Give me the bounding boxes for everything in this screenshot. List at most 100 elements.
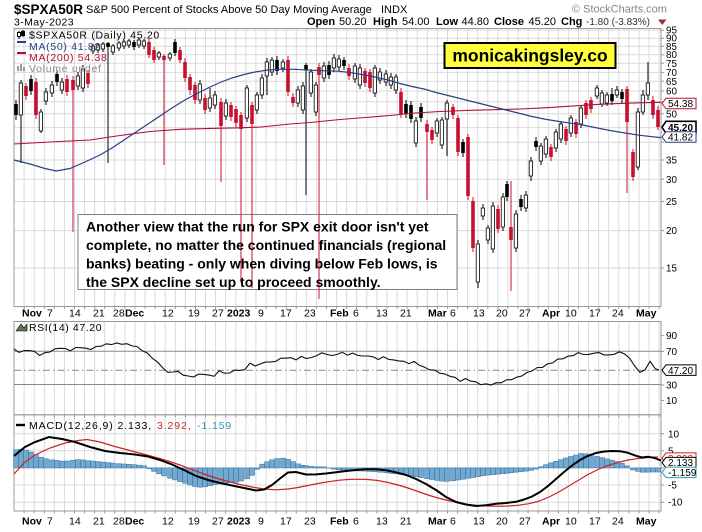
svg-text:19: 19 [188, 308, 200, 320]
svg-text:13: 13 [376, 516, 388, 528]
svg-text:May: May [636, 516, 657, 528]
svg-text:15: 15 [666, 264, 677, 275]
svg-text:Dec: Dec [125, 516, 144, 528]
svg-text:65: 65 [666, 77, 677, 88]
svg-text:6: 6 [353, 308, 359, 320]
svg-text:7: 7 [47, 516, 53, 528]
svg-text:9: 9 [258, 516, 264, 528]
svg-text:25: 25 [666, 197, 677, 208]
svg-text:50: 50 [666, 109, 677, 120]
svg-text:17: 17 [589, 516, 601, 528]
svg-text:5: 5 [668, 446, 674, 457]
svg-text:-5: -5 [668, 481, 677, 492]
svg-text:21: 21 [400, 516, 412, 528]
svg-text:17: 17 [280, 308, 292, 320]
svg-text:3.292,: 3.292, [157, 420, 192, 432]
svg-text:MA(50) 41.82: MA(50) 41.82 [29, 41, 101, 53]
svg-text:20: 20 [496, 308, 508, 320]
svg-text:13: 13 [473, 516, 485, 528]
svg-text:2023: 2023 [227, 516, 251, 528]
svg-text:RSI(14) 47.20: RSI(14) 47.20 [29, 322, 102, 334]
svg-text:-10: -10 [668, 498, 683, 509]
svg-text:the SPX decline set up to proc: the SPX decline set up to proceed smooth… [86, 274, 381, 290]
svg-text:27: 27 [212, 308, 224, 320]
svg-text:May: May [636, 308, 657, 320]
svg-text:19: 19 [188, 516, 200, 528]
svg-text:30: 30 [666, 381, 678, 392]
svg-text:© StockCharts.com: © StockCharts.com [572, 4, 667, 16]
svg-text:Volume undef: Volume undef [29, 63, 102, 75]
svg-text:12: 12 [162, 516, 174, 528]
svg-text:12: 12 [162, 308, 174, 320]
svg-text:28: 28 [113, 308, 125, 320]
svg-text:13: 13 [376, 308, 388, 320]
svg-text:banks) beating - only when div: banks) beating - only when diving below … [86, 256, 438, 272]
svg-text:10: 10 [565, 516, 577, 528]
svg-text:Nov: Nov [22, 516, 42, 528]
svg-text:14: 14 [69, 516, 81, 528]
svg-text:Another view that the run for: Another view that the run for SPX exit d… [86, 219, 429, 235]
svg-text:21: 21 [93, 308, 105, 320]
svg-text:MA(200) 54.38: MA(200) 54.38 [29, 52, 108, 64]
svg-text:54.38: 54.38 [668, 99, 693, 110]
svg-text:Open: Open [307, 16, 335, 28]
svg-text:-1.159: -1.159 [197, 420, 232, 432]
svg-text:23: 23 [304, 308, 316, 320]
svg-text:9: 9 [258, 308, 264, 320]
svg-text:27: 27 [519, 308, 531, 320]
svg-text:10: 10 [668, 429, 680, 440]
svg-text:45.20: 45.20 [668, 123, 693, 134]
svg-text:30: 30 [666, 175, 677, 186]
svg-text:Feb: Feb [330, 308, 349, 320]
svg-text:17: 17 [280, 516, 292, 528]
svg-text:6: 6 [450, 516, 456, 528]
svg-text:Apr: Apr [542, 516, 560, 528]
svg-text:MACD(12,26,9) 2.133,: MACD(12,26,9) 2.133, [29, 420, 152, 432]
svg-text:95: 95 [666, 26, 677, 37]
svg-text:complete, no matter the contin: complete, no matter the continued financ… [86, 237, 446, 253]
svg-text:Apr: Apr [542, 308, 560, 320]
svg-text:Low: Low [436, 16, 458, 28]
svg-text:24: 24 [612, 516, 624, 528]
svg-text:Dec: Dec [125, 308, 144, 320]
svg-text:$SPXA50R (Daily) 45.20: $SPXA50R (Daily) 45.20 [29, 30, 160, 42]
svg-text:50.20: 50.20 [339, 16, 367, 28]
svg-text:20: 20 [666, 226, 677, 237]
svg-text:60: 60 [666, 87, 677, 98]
svg-text:80: 80 [666, 50, 677, 61]
svg-text:Mar: Mar [428, 308, 447, 320]
svg-text:-1.159: -1.159 [668, 468, 697, 479]
svg-text:6: 6 [353, 516, 359, 528]
svg-text:S&P 500 Percent of Stocks Abov: S&P 500 Percent of Stocks Above 50 Day M… [86, 4, 372, 16]
svg-text:44.80: 44.80 [462, 16, 490, 28]
svg-text:70: 70 [666, 68, 677, 79]
svg-text:41.82: 41.82 [668, 133, 693, 144]
svg-text:2023: 2023 [227, 308, 251, 320]
svg-text:10: 10 [666, 396, 678, 407]
svg-text:90: 90 [666, 34, 677, 45]
svg-text:Feb: Feb [330, 516, 349, 528]
svg-text:45.20: 45.20 [529, 16, 557, 28]
svg-text:13: 13 [473, 308, 485, 320]
svg-text:$SPXA50R: $SPXA50R [14, 2, 83, 17]
svg-text:47.20: 47.20 [668, 366, 693, 377]
svg-text:High: High [373, 16, 398, 28]
svg-text:monicakingsley.co: monicakingsley.co [452, 46, 607, 66]
svg-text:75: 75 [666, 59, 677, 70]
svg-text:INDX: INDX [381, 4, 408, 16]
svg-text:23: 23 [304, 516, 316, 528]
svg-text:Mar: Mar [428, 516, 447, 528]
svg-text:35: 35 [666, 156, 677, 167]
svg-text:Nov: Nov [22, 308, 42, 320]
svg-text:70: 70 [666, 347, 678, 358]
svg-text:7: 7 [47, 308, 53, 320]
svg-text:54.00: 54.00 [402, 16, 430, 28]
svg-text:27: 27 [212, 516, 224, 528]
svg-text:85: 85 [666, 42, 677, 53]
svg-text:28: 28 [113, 516, 125, 528]
svg-text:21: 21 [93, 516, 105, 528]
svg-text:Close: Close [494, 16, 524, 28]
svg-text:-1.80 (-3.83%): -1.80 (-3.83%) [586, 17, 650, 28]
svg-text:10: 10 [565, 308, 577, 320]
svg-text:Chg: Chg [561, 16, 582, 28]
